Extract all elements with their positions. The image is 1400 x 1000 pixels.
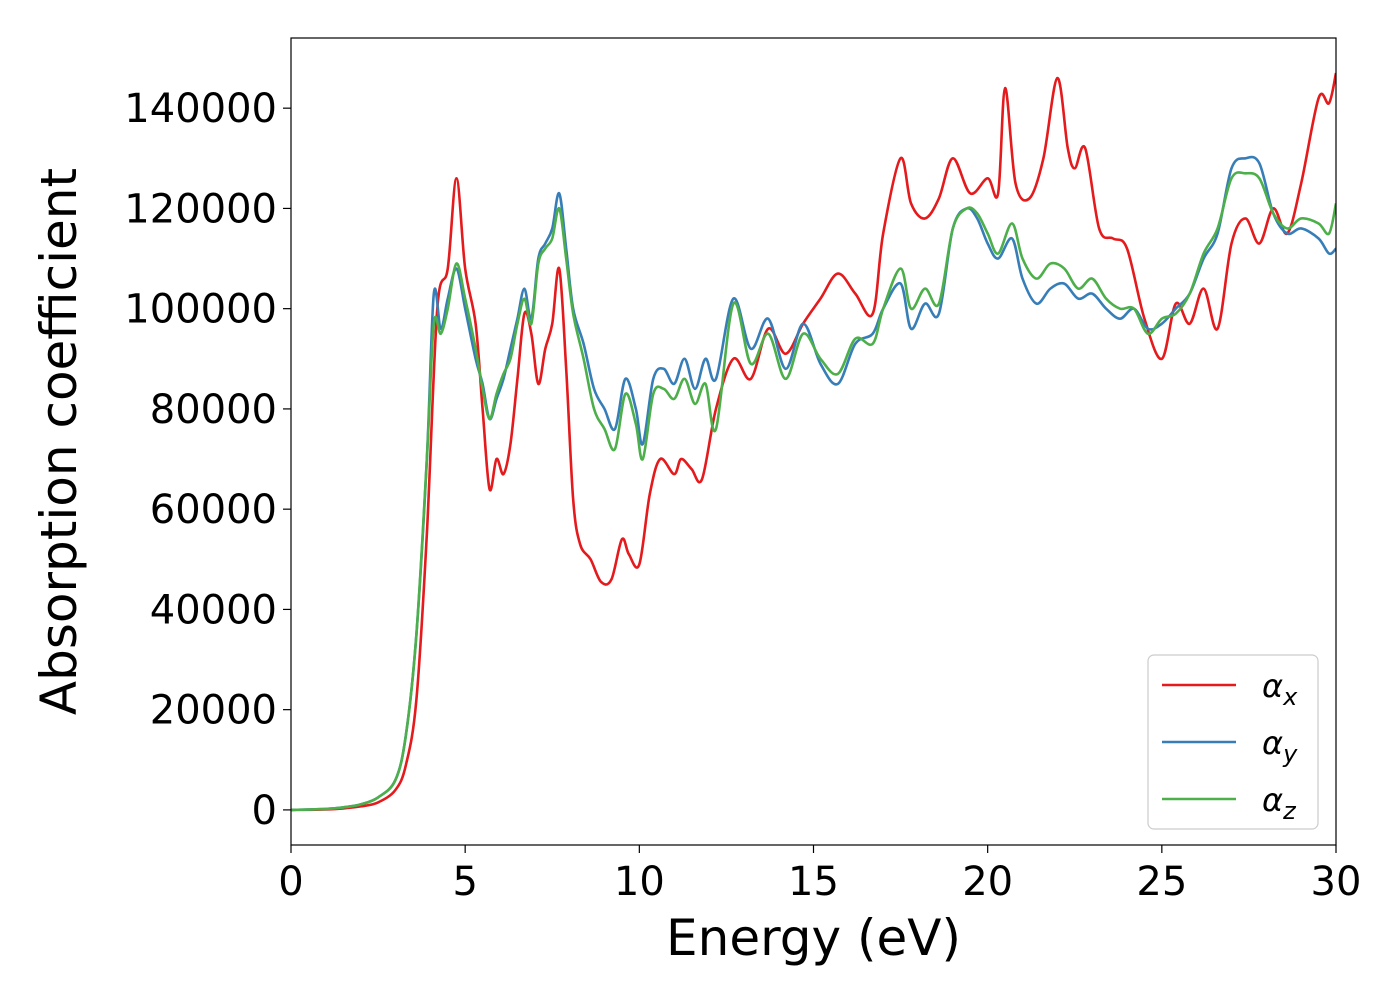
- x-tick-label: 5: [452, 859, 477, 905]
- x-axis-label: Energy (eV): [666, 909, 961, 967]
- x-axis-ticks: 0 5 10 15 20 25 30: [278, 845, 1361, 905]
- series-line-x: [291, 72, 1336, 812]
- series-lines: [291, 72, 1336, 812]
- x-tick-label: 30: [1311, 859, 1362, 905]
- x-tick-label: 10: [614, 859, 665, 905]
- x-tick-label: 25: [1136, 859, 1187, 905]
- x-tick-label: 20: [962, 859, 1013, 905]
- y-tick-label: 0: [252, 788, 277, 834]
- y-tick-label: 120000: [124, 186, 277, 232]
- series-line-z: [291, 171, 1336, 812]
- x-tick-label: 0: [278, 859, 303, 905]
- y-tick-label: 100000: [124, 287, 277, 333]
- y-tick-label: 80000: [150, 387, 277, 433]
- legend-label-y: αy: [1262, 724, 1298, 768]
- legend: αx αy αz: [1147, 654, 1319, 830]
- legend-label-z: αz: [1262, 781, 1297, 825]
- y-tick-label: 60000: [150, 487, 277, 533]
- y-tick-label: 40000: [150, 587, 277, 633]
- legend-label-x: αx: [1262, 667, 1298, 711]
- y-axis-label: Absorption coefficient: [30, 168, 88, 715]
- y-axis-ticks: 0 20000 40000 60000 80000 100000 120000 140000: [124, 86, 291, 834]
- y-tick-label: 20000: [150, 688, 277, 734]
- x-tick-label: 15: [788, 859, 839, 905]
- y-tick-label: 140000: [124, 86, 277, 132]
